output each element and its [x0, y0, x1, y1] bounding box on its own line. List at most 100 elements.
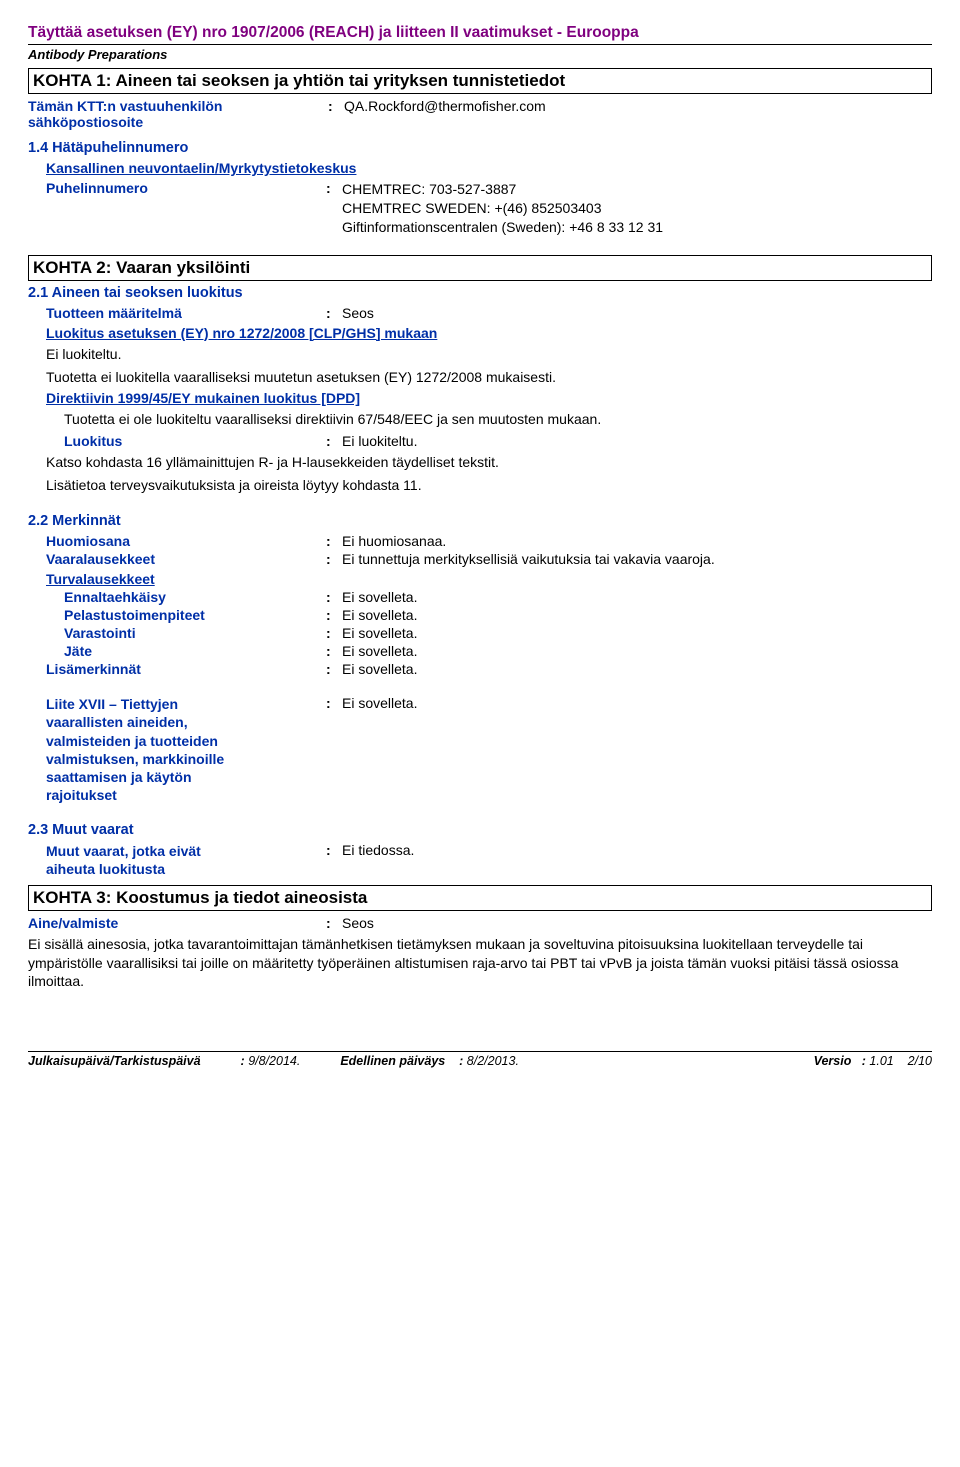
- hazard-label: Vaaralausekkeet: [46, 551, 326, 567]
- email-label: Tämän KTT:n vastuuhenkilön sähköpostioso…: [28, 98, 328, 130]
- version-colon: :: [862, 1054, 870, 1068]
- spacer: [519, 1054, 814, 1068]
- substance-row: Aine/valmiste : Seos: [28, 915, 932, 931]
- spacer: [851, 1054, 861, 1068]
- version-label: Versio: [814, 1054, 852, 1068]
- regulation-title: Täyttää asetuksen (EY) nro 1907/2006 (RE…: [28, 24, 932, 45]
- section-3-body: Ei sisällä ainesosia, jotka tavarantoimi…: [28, 935, 932, 992]
- phone-line-3: Giftinformationscentralen (Sweden): +46 …: [342, 219, 663, 235]
- prev-date-value: 8/2/2013.: [467, 1054, 519, 1068]
- storage-label: Varastointi: [64, 625, 326, 641]
- classification-value: Ei luokiteltu.: [342, 433, 932, 449]
- classification-row: Luokitus : Ei luokiteltu.: [28, 433, 932, 449]
- substance-label: Aine/valmiste: [28, 915, 326, 931]
- spacer: [445, 1054, 459, 1068]
- other-haz-l1: Muut vaarat, jotka eivät: [46, 843, 201, 859]
- colon: :: [326, 433, 342, 449]
- dpd-heading: Direktiivin 1999/45/EY mukainen luokitus…: [28, 390, 932, 406]
- colon: :: [326, 180, 342, 237]
- annex-l2: vaarallisten aineiden,: [46, 714, 188, 730]
- product-def-value: Seos: [342, 305, 932, 321]
- precaution-heading: Turvalausekkeet: [28, 571, 932, 587]
- prev-date-label: Edellinen päiväys: [340, 1054, 445, 1068]
- phone-label: Puhelinnumero: [46, 180, 326, 237]
- colon: :: [326, 305, 342, 321]
- colon: :: [326, 625, 342, 641]
- substance-value: Seos: [342, 915, 932, 931]
- colon: :: [326, 915, 342, 931]
- annex-l4: valmistuksen, markkinoille: [46, 751, 224, 767]
- annex-row: Liite XVII – Tiettyjen vaarallisten aine…: [28, 695, 932, 804]
- supplemental-value: Ei sovelleta.: [342, 661, 932, 677]
- see-section-11: Lisätietoa terveysvaikutuksista ja oirei…: [28, 476, 932, 495]
- clp-heading: Luokitus asetuksen (EY) nro 1272/2008 [C…: [28, 325, 932, 341]
- section-1-heading: KOHTA 1: Aineen tai seoksen ja yhtiön ta…: [33, 71, 927, 91]
- signal-label: Huomiosana: [46, 533, 326, 549]
- supplemental-label: Lisämerkinnät: [46, 661, 326, 677]
- section-2-box: KOHTA 2: Vaaran yksilöinti: [28, 255, 932, 281]
- footer-row: Julkaisupäivä/Tarkistuspäivä : 9/8/2014.…: [28, 1052, 932, 1068]
- page-number: 2/10: [908, 1054, 932, 1068]
- dpd-text: Tuotetta ei ole luokiteltu vaaralliseksi…: [28, 410, 932, 429]
- product-subtitle: Antibody Preparations: [28, 47, 932, 62]
- section-3-box: KOHTA 3: Koostumus ja tiedot aineosista: [28, 885, 932, 911]
- pub-date-colon: :: [241, 1054, 249, 1068]
- colon: :: [326, 661, 342, 677]
- sub-2-2: 2.2 Merkinnät: [28, 513, 932, 529]
- product-def-label: Tuotteen määritelmä: [46, 305, 326, 321]
- other-hazards-row: Muut vaarat, jotka eivät aiheuta luokitu…: [28, 842, 932, 878]
- colon: :: [326, 551, 342, 567]
- product-def-row: Tuotteen määritelmä : Seos: [28, 305, 932, 321]
- classification-label: Luokitus: [64, 433, 326, 449]
- prevention-value: Ei sovelleta.: [342, 589, 932, 605]
- response-row: Pelastustoimenpiteet : Ei sovelleta.: [28, 607, 932, 623]
- annex-l1: Liite XVII – Tiettyjen: [46, 696, 178, 712]
- colon: :: [326, 607, 342, 623]
- phone-line-1: CHEMTREC: 703-527-3887: [342, 181, 516, 197]
- disposal-value: Ei sovelleta.: [342, 643, 932, 659]
- sub-1-4: 1.4 Hätäpuhelinnumero: [28, 140, 932, 156]
- other-hazards-label: Muut vaarat, jotka eivät aiheuta luokitu…: [46, 842, 326, 878]
- response-value: Ei sovelleta.: [342, 607, 932, 623]
- advisory-heading: Kansallinen neuvontaelin/Myrkytystietoke…: [28, 160, 932, 176]
- supplemental-row: Lisämerkinnät : Ei sovelleta.: [28, 661, 932, 677]
- colon: :: [326, 695, 342, 804]
- spacer: [894, 1054, 908, 1068]
- clp-text: Tuotetta ei luokitella vaaralliseksi muu…: [28, 368, 932, 387]
- hazard-value: Ei tunnettuja merkityksellisiä vaikutuks…: [342, 551, 932, 567]
- response-label: Pelastustoimenpiteet: [64, 607, 326, 623]
- colon: :: [328, 98, 344, 130]
- annex-l5: saattamisen ja käytön: [46, 769, 192, 785]
- email-value: QA.Rockford@thermofisher.com: [344, 98, 932, 130]
- version-value: 1.01: [869, 1054, 893, 1068]
- signal-row: Huomiosana : Ei huomiosanaa.: [28, 533, 932, 549]
- see-section-16: Katso kohdasta 16 yllämainittujen R- ja …: [28, 453, 932, 472]
- section-1-box: KOHTA 1: Aineen tai seoksen ja yhtiön ta…: [28, 68, 932, 94]
- colon: :: [326, 533, 342, 549]
- annex-l3: valmisteiden ja tuotteiden: [46, 733, 218, 749]
- disposal-row: Jäte : Ei sovelleta.: [28, 643, 932, 659]
- disposal-label: Jäte: [64, 643, 326, 659]
- not-classified-1: Ei luokiteltu.: [28, 345, 932, 364]
- signal-value: Ei huomiosanaa.: [342, 533, 932, 549]
- annex-l6: rajoitukset: [46, 787, 117, 803]
- other-hazards-value: Ei tiedossa.: [342, 842, 932, 878]
- annex-value: Ei sovelleta.: [342, 695, 932, 804]
- colon: :: [326, 842, 342, 878]
- annex-label: Liite XVII – Tiettyjen vaarallisten aine…: [46, 695, 326, 804]
- pub-date-label: Julkaisupäivä/Tarkistuspäivä: [28, 1054, 201, 1068]
- hazard-row: Vaaralausekkeet : Ei tunnettuja merkityk…: [28, 551, 932, 567]
- phone-row: Puhelinnumero : CHEMTREC: 703-527-3887 C…: [28, 180, 932, 237]
- email-row: Tämän KTT:n vastuuhenkilön sähköpostioso…: [28, 98, 932, 130]
- phone-value: CHEMTREC: 703-527-3887 CHEMTREC SWEDEN: …: [342, 180, 932, 237]
- section-2-heading: KOHTA 2: Vaaran yksilöinti: [33, 258, 927, 278]
- section-3-heading: KOHTA 3: Koostumus ja tiedot aineosista: [33, 888, 927, 908]
- sub-2-3: 2.3 Muut vaarat: [28, 822, 932, 838]
- phone-line-2: CHEMTREC SWEDEN: +(46) 852503403: [342, 200, 602, 216]
- colon: :: [326, 643, 342, 659]
- storage-row: Varastointi : Ei sovelleta.: [28, 625, 932, 641]
- sub-2-1: 2.1 Aineen tai seoksen luokitus: [28, 285, 932, 301]
- pub-date-value: 9/8/2014.: [248, 1054, 300, 1068]
- prevention-row: Ennaltaehkäisy : Ei sovelleta.: [28, 589, 932, 605]
- storage-value: Ei sovelleta.: [342, 625, 932, 641]
